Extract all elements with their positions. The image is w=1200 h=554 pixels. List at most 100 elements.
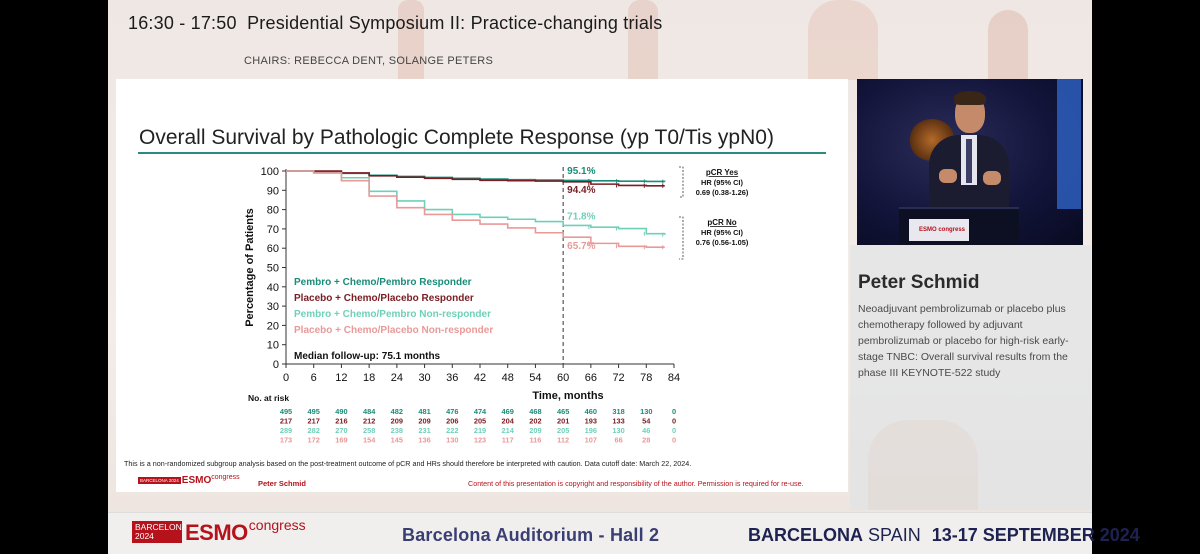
x-tick-label: 66 xyxy=(585,372,597,384)
legend-entry: Placebo + Chemo/Placebo Responder xyxy=(294,293,474,304)
logo-congress-text: congress xyxy=(211,473,240,481)
y-tick-label: 90 xyxy=(267,185,279,197)
risk-table-value: 495 xyxy=(308,407,320,416)
x-tick-label: 30 xyxy=(418,372,430,384)
risk-table-value: 206 xyxy=(446,417,458,426)
risk-table-value: 495 xyxy=(280,407,292,416)
risk-table-value: 117 xyxy=(502,436,514,445)
x-axis-title: Time, months xyxy=(532,390,603,402)
legend-entry: Pembro + Chemo/Pembro Responder xyxy=(294,277,472,288)
y-tick-label: 100 xyxy=(261,166,279,178)
risk-table-value: 217 xyxy=(308,417,320,426)
slide-disclaimer: This is a non-randomized subgroup analys… xyxy=(124,459,692,468)
x-tick-label: 42 xyxy=(474,372,486,384)
risk-table-value: 136 xyxy=(418,436,430,445)
risk-table-value: 205 xyxy=(474,417,486,426)
risk-table-value: 318 xyxy=(612,407,624,416)
risk-table-value: 196 xyxy=(585,426,597,435)
x-tick-label: 6 xyxy=(311,372,317,384)
risk-table-value: 270 xyxy=(335,426,347,435)
risk-table-value: 217 xyxy=(280,417,292,426)
x-tick-label: 84 xyxy=(668,372,680,384)
country-name: SPAIN xyxy=(868,525,921,545)
slide-esmo-logo: BARCELONA 2024 ESMO congress xyxy=(138,474,240,486)
risk-table-value: 130 xyxy=(640,407,652,416)
speaker-name: Peter Schmid xyxy=(858,272,980,293)
risk-table-value: 130 xyxy=(446,436,458,445)
risk-table-value: 172 xyxy=(308,436,320,445)
risk-table-value: 123 xyxy=(474,436,486,445)
survival-curve-1 xyxy=(286,170,665,187)
y-tick-label: 30 xyxy=(267,301,279,313)
os-rate-label: 94.4% xyxy=(567,185,595,196)
x-tick-label: 0 xyxy=(283,372,289,384)
logo-esmo-text: ESMO xyxy=(181,474,212,486)
pcr-yes-hr-text: 0.69 (0.38-1.26) xyxy=(696,188,749,197)
survival-chart: 0 10 20 30 40 50 60 70 80 90 100 0 6 12 18 24 30 36 42 48 54… xyxy=(244,166,749,445)
x-tick-label: 78 xyxy=(640,372,652,384)
risk-table-value: 482 xyxy=(391,407,403,416)
risk-table-value: 231 xyxy=(418,426,430,435)
pcr-yes-hr-text: HR (95% CI) xyxy=(701,178,743,187)
session-chairs: CHAIRS: REBECCA DENT, SOLANGE PETERS xyxy=(244,55,494,67)
y-tick-label: 0 xyxy=(273,359,279,371)
risk-table-value: 216 xyxy=(335,417,347,426)
risk-table-value: 169 xyxy=(335,436,347,445)
venue-label: Barcelona Auditorium - Hall 2 xyxy=(402,525,660,545)
broadcast-footer: BARCELONA 2024 ESMO congress Barcelona A… xyxy=(108,512,1140,554)
risk-table-value: 490 xyxy=(335,407,347,416)
risk-table-value: 130 xyxy=(612,426,624,435)
logo-city-box: BARCELONA 2024 xyxy=(138,476,181,484)
risk-table-value: 476 xyxy=(446,407,458,416)
os-rate-label: 95.1% xyxy=(567,166,595,177)
y-tick-label: 60 xyxy=(267,243,279,255)
speaker-video: ESMO congress xyxy=(857,79,1083,245)
x-tick-label: 18 xyxy=(363,372,375,384)
legend-entry: Pembro + Chemo/Pembro Non-responder xyxy=(294,309,491,320)
session-title: 16:30 - 17:50 Presidential Symposium II:… xyxy=(128,13,663,33)
speaker-info-panel xyxy=(850,245,1091,510)
talk-description: Neoadjuvant pembrolizumab or placebo plu… xyxy=(858,303,1069,379)
risk-table-value: 238 xyxy=(391,426,403,435)
pcr-no-hr-text: HR (95% CI) xyxy=(701,228,743,237)
survival-curve-3 xyxy=(286,170,665,249)
risk-table-value: 133 xyxy=(612,417,624,426)
risk-table-value: 465 xyxy=(557,407,569,416)
risk-table-value: 204 xyxy=(502,417,515,426)
y-tick-label: 70 xyxy=(267,224,279,236)
presentation-slide: Overall Survival by Pathologic Complete … xyxy=(116,79,848,492)
city-name: BARCELONA xyxy=(748,525,863,545)
risk-table-value: 46 xyxy=(642,426,650,435)
x-tick-label: 12 xyxy=(335,372,347,384)
x-tick-label: 36 xyxy=(446,372,458,384)
risk-table-value: 474 xyxy=(474,407,487,416)
y-tick-label: 80 xyxy=(267,205,279,217)
risk-table-value: 209 xyxy=(529,426,541,435)
pcr-no-hr-bracket xyxy=(679,216,684,260)
risk-table-value: 212 xyxy=(363,417,375,426)
logo-congress-text: congress xyxy=(248,517,306,533)
x-tick-label: 54 xyxy=(529,372,541,384)
risk-table-value: 219 xyxy=(474,426,486,435)
risk-table-value: 193 xyxy=(585,417,597,426)
legend-entry: Placebo + Chemo/Placebo Non-responder xyxy=(294,325,494,336)
risk-table-value: 481 xyxy=(418,407,430,416)
risk-table-value: 484 xyxy=(363,407,376,416)
slide-author: Peter Schmid xyxy=(258,479,306,488)
esmo-congress-logo: BARCELONA 2024 ESMO congress xyxy=(132,517,306,545)
followup-note: Median follow-up: 75.1 months xyxy=(294,351,441,362)
risk-table-value: 173 xyxy=(280,436,292,445)
risk-table-value: 0 xyxy=(672,407,676,416)
y-tick-label: 20 xyxy=(267,320,279,332)
risk-table-value: 0 xyxy=(672,417,676,426)
risk-table-value: 66 xyxy=(614,436,622,445)
background-decoration xyxy=(808,0,878,80)
os-rate-label: 71.8% xyxy=(567,211,595,222)
background-decoration xyxy=(398,0,424,80)
risk-table-label: No. at risk xyxy=(248,393,289,403)
podium-screen xyxy=(909,219,969,241)
title-divider xyxy=(138,152,826,154)
podium-logo: ESMO congress xyxy=(919,227,966,233)
speaker-tie xyxy=(966,139,972,183)
os-rate-label: 65.7% xyxy=(567,241,595,252)
